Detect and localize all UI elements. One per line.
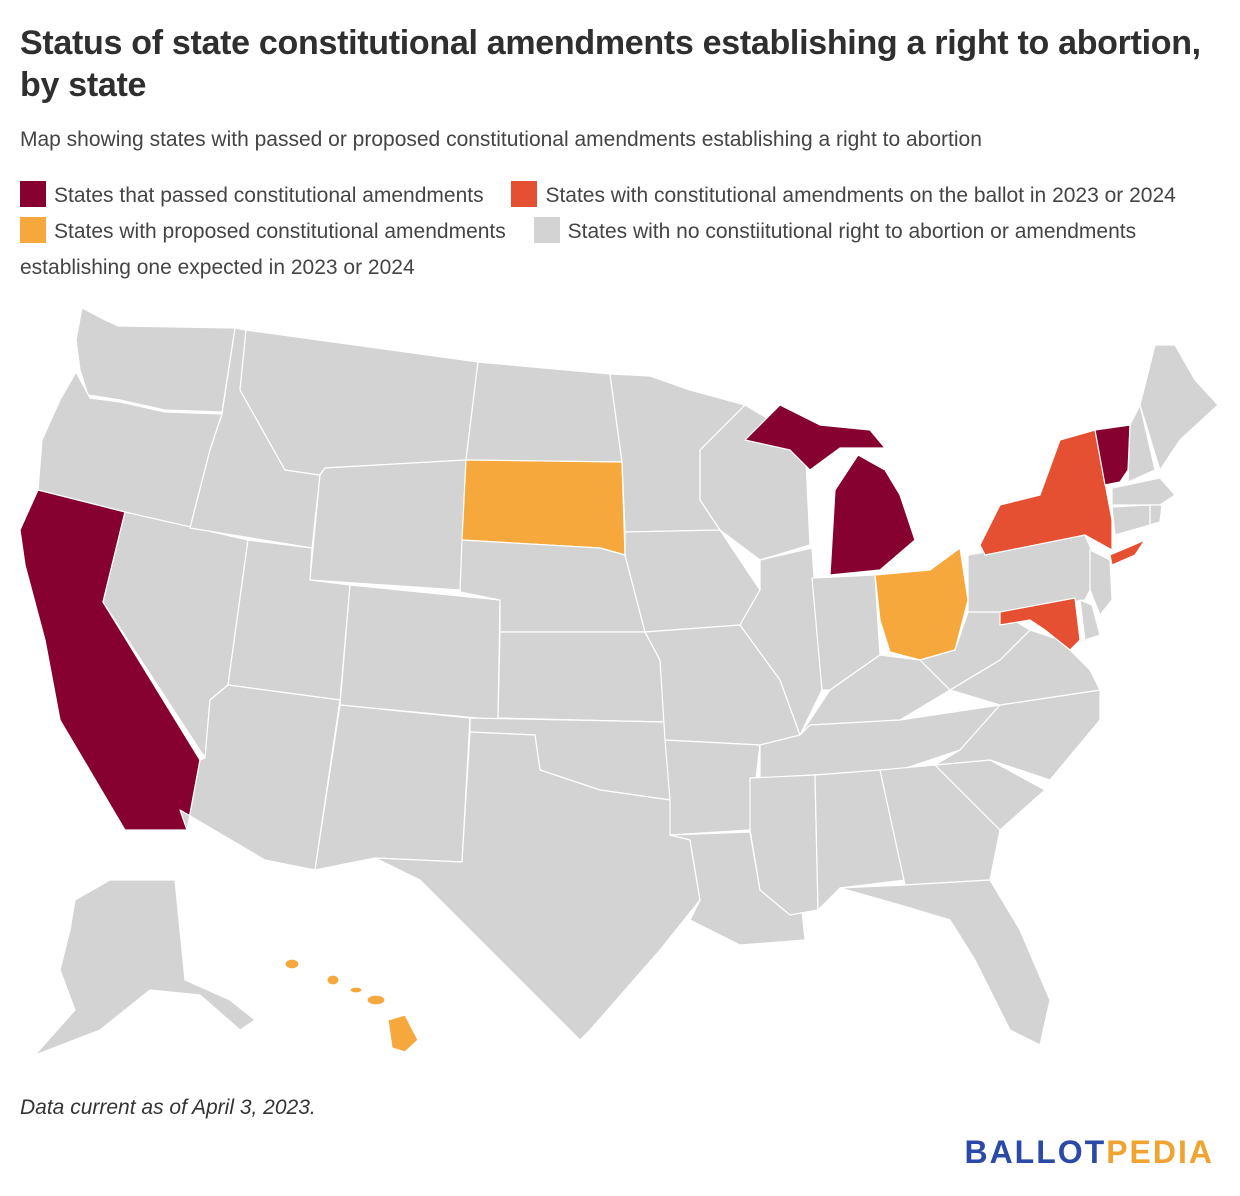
chart-title: Status of state constitutional amendment… — [20, 24, 1201, 104]
legend-label-none: States with no constiitutional right to … — [20, 220, 1137, 279]
state-texas[interactable] — [374, 731, 701, 1041]
state-new-york[interactable] — [979, 429, 1113, 556]
us-map-svg — [19, 307, 1219, 1056]
state-colorado[interactable] — [339, 584, 501, 721]
us-map — [0, 290, 1240, 1070]
state-maryland[interactable] — [999, 597, 1081, 651]
logo-part-1: BALLOT — [964, 1134, 1107, 1170]
state-new-jersey[interactable] — [1089, 549, 1113, 616]
legend: States that passed constitutional amendm… — [20, 178, 1220, 286]
state-georgia[interactable] — [879, 764, 1001, 886]
legend-swatch-ballot — [511, 181, 538, 207]
state-wyoming[interactable] — [309, 459, 467, 591]
legend-label-proposed: States with proposed constitutional amen… — [54, 220, 506, 243]
logo-part-2: PEDIA — [1106, 1134, 1214, 1170]
state-montana[interactable] — [239, 329, 479, 476]
legend-label-passed: States that passed constitutional amendm… — [54, 184, 484, 207]
legend-swatch-none — [533, 217, 560, 243]
state-kansas[interactable] — [497, 631, 666, 723]
state-washington[interactable] — [75, 307, 236, 413]
state-new-hampshire[interactable] — [1127, 404, 1156, 483]
state-hawaii[interactable] — [284, 958, 419, 1053]
ballotpedia-logo: BALLOTPEDIA — [964, 1134, 1214, 1171]
legend-item-proposed: States with proposed constitutional amen… — [20, 217, 506, 243]
state-north-dakota[interactable] — [465, 361, 623, 463]
state-new-york-long-island[interactable] — [1109, 539, 1146, 566]
state-rhode-island[interactable] — [1149, 504, 1163, 526]
footnote: Data current as of April 3, 2023. — [20, 1096, 316, 1119]
legend-label-ballot: States with constitutional amendments on… — [545, 184, 1176, 207]
state-alabama[interactable] — [814, 769, 906, 911]
state-michigan-upper[interactable] — [744, 404, 886, 471]
state-connecticut[interactable] — [1111, 504, 1151, 536]
state-maine[interactable] — [1139, 344, 1219, 471]
state-illinois[interactable] — [739, 547, 823, 736]
legend-swatch-proposed — [20, 217, 46, 243]
state-florida[interactable] — [839, 879, 1051, 1046]
state-vermont[interactable] — [1094, 424, 1131, 486]
chart-subtitle: Map showing states with passed or propos… — [20, 128, 982, 151]
legend-item-passed: States that passed constitutional amendm… — [20, 181, 484, 207]
legend-swatch-passed — [20, 181, 46, 207]
state-new-mexico[interactable] — [314, 704, 471, 871]
state-ohio[interactable] — [874, 547, 969, 661]
state-massachusetts[interactable] — [1111, 477, 1176, 506]
legend-item-none: States with no constiitutional right to … — [20, 217, 1137, 279]
state-south-dakota[interactable] — [461, 459, 626, 556]
state-arkansas[interactable] — [664, 739, 761, 836]
state-michigan[interactable] — [829, 454, 916, 576]
legend-item-ballot: States with constitutional amendments on… — [511, 181, 1176, 207]
state-alaska[interactable] — [34, 879, 256, 1056]
state-delaware[interactable] — [1079, 599, 1101, 641]
